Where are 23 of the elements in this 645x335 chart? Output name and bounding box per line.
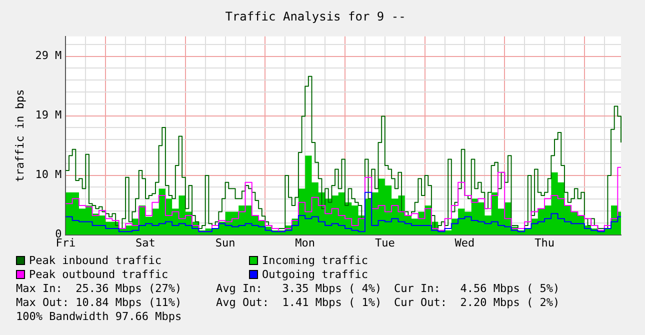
text: Cur In: 4.56 Mbps ( 5%) [394, 282, 560, 295]
x-tick-label: Thu [534, 236, 554, 250]
y-axis-title: traffic in bps [13, 89, 26, 182]
y-tick-label: 10 M [35, 168, 62, 182]
legend-label: Incoming traffic [262, 254, 368, 267]
x-tick-label: Sun [215, 236, 236, 250]
y-tick-label: 19 M [35, 108, 62, 122]
legend-label: Outgoing traffic [262, 268, 368, 281]
text: Avg Out: 1.41 Mbps ( 1%) [216, 296, 383, 309]
legend-label: Peak outbound traffic [29, 268, 168, 281]
text: Avg In: 3.35 Mbps ( 4%) [216, 282, 383, 295]
legend-label: Peak inbound traffic [29, 254, 162, 267]
text: 100% Bandwidth 97.66 Mbps [16, 310, 183, 323]
text: Max In: 25.36 Mbps (27%) [16, 282, 183, 295]
text: Max Out: 10.84 Mbps (11%) [16, 296, 183, 309]
x-tick-label: Mon [295, 236, 316, 250]
x-tick-label: Sat [136, 236, 156, 250]
x-tick-label: Fri [56, 236, 76, 250]
text: Cur Out: 2.20 Mbps ( 2%) [394, 296, 560, 309]
x-tick-label: Tue [374, 236, 395, 250]
y-tick-label: 29 M [35, 49, 62, 62]
chart-title: Traffic Analysis for 9 -- [225, 9, 406, 24]
x-tick-label: Wed [454, 236, 475, 250]
